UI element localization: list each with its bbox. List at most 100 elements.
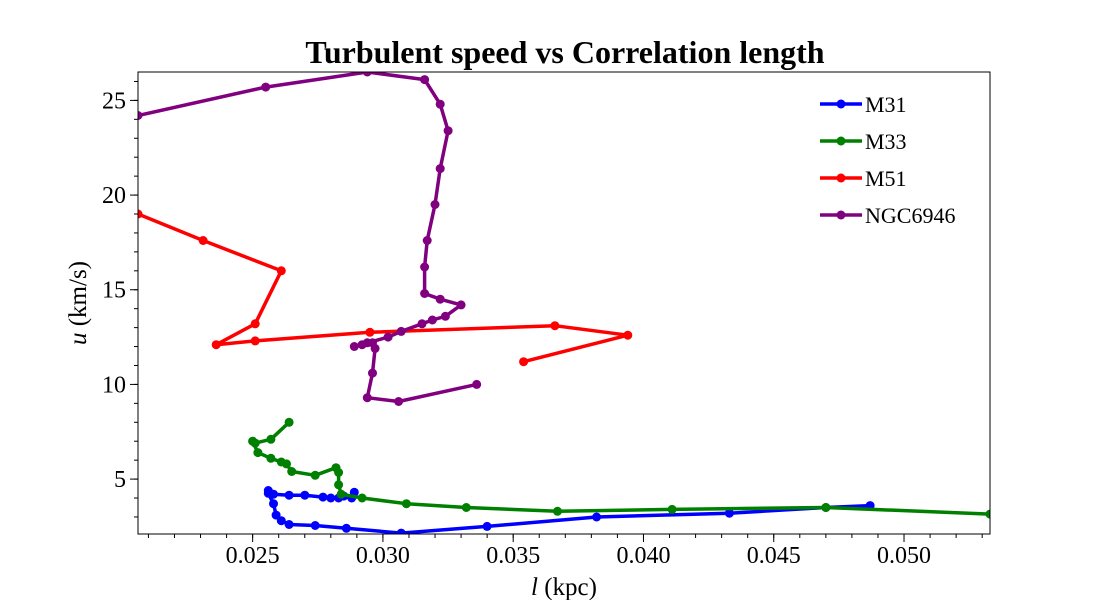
data-point-m31-20 bbox=[724, 508, 734, 518]
data-point-ngc6946-17 bbox=[420, 262, 430, 272]
data-point-m33-17 bbox=[553, 506, 562, 516]
legend-swatch-marker bbox=[836, 136, 846, 146]
legend-label: NGC6946 bbox=[865, 203, 955, 228]
series-ngc6946 bbox=[138, 72, 482, 406]
legend-swatch-marker bbox=[836, 210, 846, 220]
x-axis-label: l (kpc) bbox=[531, 574, 597, 600]
y-tick-label: 20 bbox=[102, 183, 126, 209]
y-tick-label: 5 bbox=[114, 467, 126, 493]
data-point-ngc6946-9 bbox=[383, 332, 393, 342]
series-m51 bbox=[138, 209, 633, 367]
data-point-m33-20 bbox=[985, 509, 990, 519]
x-axis-unit: (kpc) bbox=[538, 574, 597, 600]
data-point-m31-17 bbox=[396, 528, 406, 534]
data-point-m51-4 bbox=[250, 336, 260, 346]
y-tick-label: 15 bbox=[102, 278, 126, 304]
data-point-m31-5 bbox=[318, 492, 328, 502]
data-point-m33-16 bbox=[461, 503, 471, 512]
legend-item-m31: M31 bbox=[820, 92, 907, 117]
legend-item-m51: M51 bbox=[820, 166, 907, 191]
data-point-ngc6946-10 bbox=[396, 326, 406, 336]
legend-swatch-marker bbox=[836, 99, 846, 109]
data-point-m31-7 bbox=[284, 490, 294, 500]
data-point-ngc6946-1 bbox=[394, 397, 404, 406]
data-point-ngc6946-19 bbox=[430, 200, 440, 209]
legend-item-ngc6946: NGC6946 bbox=[820, 203, 955, 228]
data-point-m31-18 bbox=[482, 521, 492, 531]
data-point-m31-16 bbox=[341, 523, 351, 533]
data-point-m33-7 bbox=[282, 459, 291, 469]
axes-frame bbox=[137, 71, 991, 535]
data-point-ngc6946-13 bbox=[440, 311, 450, 321]
data-point-ngc6946-0 bbox=[472, 379, 482, 389]
x-axis: 0.025 0.030 0.035 0.040 0.045 0.050 bbox=[147, 534, 983, 569]
data-point-m33-5 bbox=[266, 453, 276, 463]
legend: M31 M33 M51 NGC6946 bbox=[820, 92, 955, 228]
data-point-m31-15 bbox=[310, 521, 320, 530]
data-point-m51-3 bbox=[365, 327, 375, 337]
data-point-m33-15 bbox=[401, 499, 411, 509]
data-point-ngc6946-16 bbox=[420, 289, 430, 298]
data-point-m31-14 bbox=[284, 520, 294, 529]
data-point-m51-6 bbox=[250, 319, 260, 329]
data-point-m33-1 bbox=[266, 434, 276, 444]
data-point-ngc6946-24 bbox=[362, 72, 372, 77]
data-point-m33-9 bbox=[310, 470, 320, 480]
data-point-m51-1 bbox=[623, 330, 633, 340]
data-point-ngc6946-7 bbox=[357, 340, 367, 350]
data-point-m51-7 bbox=[276, 266, 286, 276]
y-axis-label: u (km/s) bbox=[65, 261, 92, 345]
data-point-ngc6946-11 bbox=[417, 319, 427, 329]
y-tick-label: 10 bbox=[102, 372, 126, 398]
data-point-ngc6946-3 bbox=[368, 368, 377, 378]
data-point-ngc6946-20 bbox=[435, 164, 445, 174]
x-tick-label: 0.045 bbox=[747, 543, 801, 569]
x-tick-label: 0.030 bbox=[356, 543, 410, 569]
data-point-m31-4 bbox=[326, 493, 336, 503]
data-point-m33-3 bbox=[248, 436, 258, 446]
data-point-ngc6946-21 bbox=[443, 126, 453, 136]
x-tick-label: 0.050 bbox=[877, 543, 931, 569]
data-point-m33-19 bbox=[821, 503, 831, 512]
data-point-m31-19 bbox=[592, 512, 602, 522]
data-point-m31-6 bbox=[300, 490, 310, 500]
data-point-ngc6946-26 bbox=[138, 111, 143, 120]
data-point-ngc6946-22 bbox=[435, 99, 445, 109]
series-m33 bbox=[248, 417, 990, 519]
data-point-ngc6946-15 bbox=[435, 294, 445, 304]
data-point-m33-0 bbox=[284, 417, 294, 427]
plot-area bbox=[138, 72, 990, 534]
data-point-m33-4 bbox=[253, 448, 263, 458]
data-point-ngc6946-25 bbox=[261, 82, 271, 92]
data-point-m51-2 bbox=[550, 321, 560, 331]
data-point-m51-5 bbox=[211, 340, 221, 350]
x-tick-label: 0.040 bbox=[616, 543, 670, 569]
y-tick-label: 25 bbox=[102, 88, 126, 114]
data-point-ngc6946-8 bbox=[349, 342, 359, 351]
data-point-m31-13 bbox=[276, 516, 286, 526]
legend-swatch-marker bbox=[836, 173, 846, 183]
y-axis-unit: (km/s) bbox=[65, 261, 92, 333]
data-point-m33-13 bbox=[336, 489, 346, 499]
legend-label: M51 bbox=[865, 166, 907, 191]
data-point-ngc6946-14 bbox=[456, 300, 466, 310]
data-point-ngc6946-23 bbox=[420, 75, 430, 85]
data-point-m51-8 bbox=[198, 236, 208, 245]
data-point-m31-11 bbox=[269, 499, 278, 509]
x-axis-variable: l bbox=[531, 574, 538, 600]
series-line-m51 bbox=[138, 212, 630, 364]
data-point-m33-8 bbox=[287, 467, 297, 476]
data-point-m31-10 bbox=[263, 488, 273, 498]
x-tick-label: 0.025 bbox=[226, 543, 280, 569]
data-point-m51-9 bbox=[138, 209, 143, 219]
data-point-m33-18 bbox=[667, 504, 677, 514]
data-point-ngc6946-2 bbox=[362, 393, 372, 403]
data-point-m33-11 bbox=[334, 468, 344, 477]
data-point-m33-12 bbox=[334, 480, 344, 490]
y-axis: 5 10 15 20 25 bbox=[102, 80, 138, 518]
y-axis-variable: u bbox=[65, 333, 92, 346]
legend-item-m33: M33 bbox=[820, 129, 907, 154]
data-point-m33-14 bbox=[357, 493, 367, 503]
data-point-ngc6946-18 bbox=[422, 236, 432, 245]
